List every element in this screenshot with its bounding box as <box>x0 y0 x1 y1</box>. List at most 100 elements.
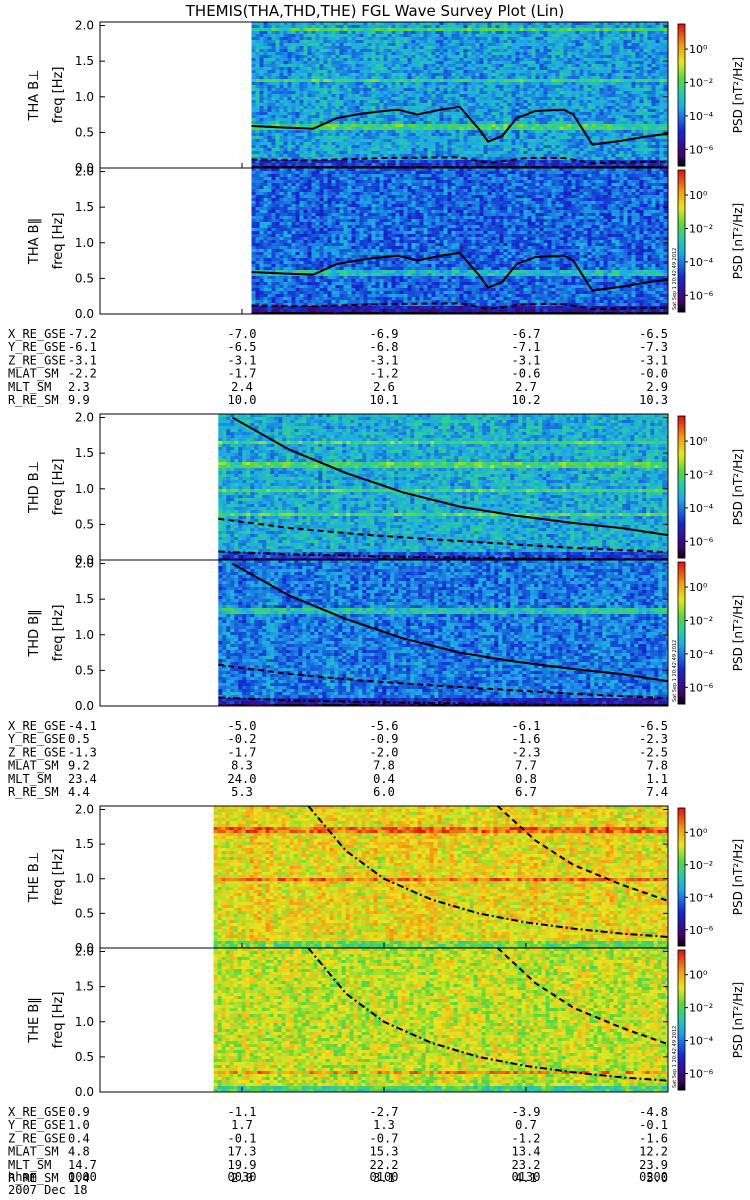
spectrogram-cell <box>279 154 284 158</box>
spectrogram-cell <box>375 82 380 86</box>
spectrogram-cell <box>567 28 572 32</box>
spectrogram-cell <box>439 25 444 29</box>
spectrogram-cell <box>439 76 444 80</box>
spectrogram-cell <box>411 166 416 168</box>
spectrogram-cell <box>359 55 364 59</box>
spectrogram-cell <box>399 85 404 89</box>
spectrogram-cell <box>639 49 644 53</box>
spectrogram-cell <box>631 79 636 83</box>
spectrogram-cell <box>591 64 596 68</box>
spectrogram-cell <box>275 142 280 146</box>
spectrogram-cell <box>623 163 628 167</box>
spectrogram-cell <box>583 79 588 83</box>
spectrogram-cell <box>591 46 596 50</box>
spectrogram-cell <box>567 127 572 131</box>
spectrogram-cell <box>587 121 592 125</box>
spectrogram-cell <box>451 148 456 152</box>
spectrogram-cell <box>291 91 296 95</box>
spectrogram-cell <box>555 124 560 128</box>
spectrogram-cell <box>611 67 616 71</box>
spectrogram-cell <box>579 124 584 128</box>
spectrogram-cell <box>403 40 408 44</box>
spectrogram-cell <box>615 55 620 59</box>
spectrogram-cell <box>575 73 580 77</box>
spectrogram-cell <box>415 22 420 26</box>
spectrogram-cell <box>363 28 368 32</box>
spectrogram-cell <box>439 109 444 113</box>
spectrogram-cell <box>459 43 464 47</box>
spectrogram-cell <box>307 49 312 53</box>
spectrogram-cell <box>619 52 624 56</box>
spectrogram-cell <box>527 67 532 71</box>
spectrogram-cell <box>311 154 316 158</box>
spectrogram-cell <box>283 106 288 110</box>
spectrogram-cell <box>535 52 540 56</box>
spectrogram-cell <box>387 157 392 161</box>
spectrogram-cell <box>607 22 612 26</box>
spectrogram-cell <box>259 34 264 38</box>
spectrogram-cell <box>571 109 576 113</box>
spectrogram-cell <box>395 52 400 56</box>
spectrogram-cell <box>435 139 440 143</box>
spectrogram-cell <box>299 40 304 44</box>
spectrogram-cell <box>655 46 660 50</box>
spectrogram-cell <box>319 97 324 101</box>
spectrogram-cell <box>347 124 352 128</box>
spectrogram-cell <box>379 118 384 122</box>
spectrogram-cell <box>611 76 616 80</box>
spectrogram-cell <box>615 124 620 128</box>
spectrogram-cell <box>271 154 276 158</box>
spectrogram-cell <box>303 97 308 101</box>
spectrogram-cell <box>611 58 616 62</box>
spectrogram-cell <box>515 157 520 161</box>
spectrogram-cell <box>363 145 368 149</box>
spectrogram-cell <box>475 163 480 167</box>
spectrogram-cell <box>407 61 412 65</box>
spectrogram-cell <box>559 25 564 29</box>
spectrogram-cell <box>387 154 392 158</box>
spectrogram-cell <box>415 127 420 131</box>
spectrogram-cell <box>655 136 660 140</box>
spectrogram-cell <box>579 85 584 89</box>
spectrogram-cell <box>375 43 380 47</box>
spectrogram-cell <box>259 88 264 92</box>
spectrogram-cell <box>619 67 624 71</box>
spectrogram-cell <box>387 112 392 116</box>
spectrogram-cell <box>347 55 352 59</box>
spectrogram-cell <box>531 49 536 53</box>
spectrogram-cell <box>519 85 524 89</box>
spectrogram-cell <box>363 151 368 155</box>
spectrogram-cell <box>559 118 564 122</box>
spectrogram-cell <box>459 115 464 119</box>
spectrogram-cell <box>359 139 364 143</box>
spectrogram-cell <box>303 139 308 143</box>
spectrogram-cell <box>383 55 388 59</box>
spectrogram-cell <box>563 52 568 56</box>
spectrogram-cell <box>547 97 552 101</box>
spectrogram-cell <box>495 22 500 26</box>
spectrogram-cell <box>307 112 312 116</box>
spectrogram-cell <box>607 139 612 143</box>
spectrogram-cell <box>467 163 472 167</box>
spectrogram-cell <box>307 124 312 128</box>
spectrogram-cell <box>567 94 572 98</box>
spectrogram-cell <box>323 127 328 131</box>
spectrogram-cell <box>623 136 628 140</box>
spectrogram-cell <box>371 124 376 128</box>
spectrogram-cell <box>371 79 376 83</box>
spectrogram-cell <box>411 94 416 98</box>
spectrogram-cell <box>591 55 596 59</box>
spectrogram-cell <box>479 148 484 152</box>
spectrogram-cell <box>551 154 556 158</box>
spectrogram-cell <box>283 73 288 77</box>
spectrogram-cell <box>323 28 328 32</box>
spectrogram-cell <box>343 106 348 110</box>
spectrogram-cell <box>367 139 372 143</box>
spectrogram-cell <box>451 52 456 56</box>
spectrogram-cell <box>319 25 324 29</box>
spectrogram-cell <box>643 88 648 92</box>
spectrogram-cell <box>523 55 528 59</box>
spectrogram-cell <box>495 58 500 62</box>
spectrogram-cell <box>551 52 556 56</box>
